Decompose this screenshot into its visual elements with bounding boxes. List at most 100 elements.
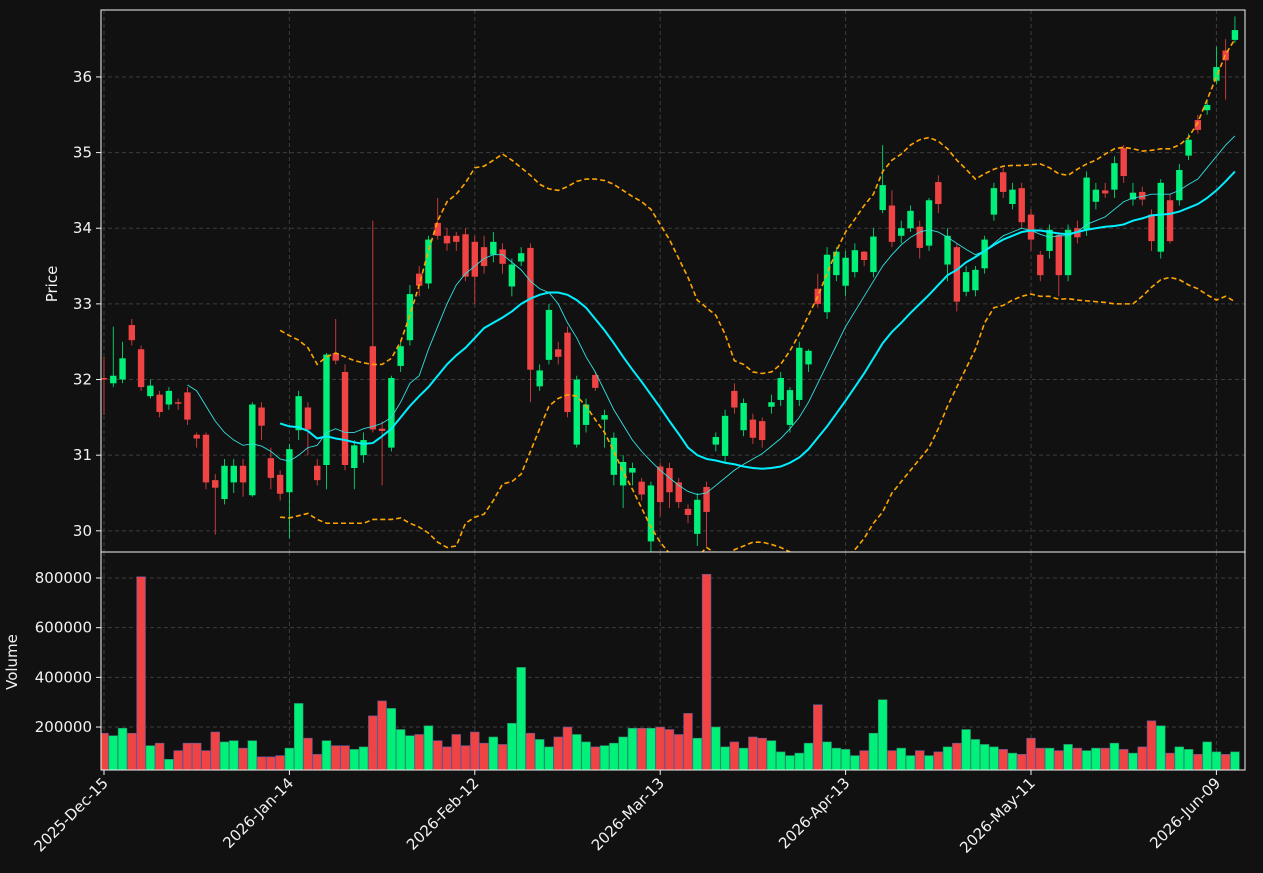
indicator-line — [279, 170, 1236, 470]
candle-body — [378, 428, 386, 431]
candle-body — [276, 474, 284, 494]
candle-body — [1185, 139, 1192, 156]
volume-bar — [1007, 752, 1018, 770]
candle-body — [731, 390, 738, 408]
candle-body — [981, 239, 988, 269]
candle-body — [536, 370, 543, 387]
candle-body — [174, 402, 182, 404]
candle-body — [684, 508, 692, 515]
candle-body — [221, 465, 228, 500]
volume-bar — [887, 750, 897, 770]
volume-bar — [933, 751, 944, 770]
candle-body — [332, 353, 339, 361]
volume-bar — [979, 744, 990, 770]
candle-body — [898, 228, 905, 236]
candle-body — [657, 466, 664, 503]
volume-bar — [229, 740, 239, 770]
candle-body — [490, 241, 497, 255]
volume-bar — [711, 726, 721, 770]
volume-bar — [664, 729, 675, 770]
volume-bar — [989, 746, 999, 770]
candle-body — [573, 379, 580, 445]
candle-body — [823, 254, 831, 313]
volume-bar — [859, 750, 869, 770]
volume-bar — [1100, 747, 1110, 770]
candle-body — [619, 461, 627, 486]
candle-body — [1046, 229, 1053, 251]
volume-bar — [479, 742, 489, 770]
volume-bar — [822, 741, 832, 770]
volume-bar — [154, 742, 165, 770]
volume-bar — [748, 736, 758, 770]
volume-bar — [173, 750, 183, 770]
volume-bar — [609, 742, 619, 770]
volume-bar — [636, 727, 647, 770]
volume-bar — [256, 756, 267, 770]
candle-body — [110, 375, 117, 384]
candle-body — [230, 465, 237, 483]
candle-body — [517, 253, 525, 262]
y-tick-label: 600000 — [35, 619, 92, 637]
volume-bar — [1054, 750, 1064, 770]
volume-bar — [1091, 747, 1101, 770]
candle-body — [1129, 192, 1137, 200]
y-tick-label: 30 — [73, 522, 92, 540]
volume-bar — [1202, 741, 1212, 770]
candle-body — [184, 392, 191, 420]
candle-body — [777, 378, 784, 400]
volume-bar — [192, 742, 202, 770]
candle-body — [860, 251, 868, 261]
candle-body — [202, 434, 210, 483]
y-tick-label: 400000 — [35, 668, 92, 686]
volume-bar — [303, 737, 313, 770]
candle-body — [443, 235, 451, 244]
candle-body — [351, 445, 358, 469]
volume-bar — [683, 713, 693, 770]
volume-bar — [850, 755, 860, 770]
volume-bar — [368, 715, 378, 770]
candle-body — [833, 251, 840, 276]
volume-bar — [831, 747, 842, 770]
candle-body — [499, 249, 506, 264]
volume-bar — [1128, 752, 1138, 770]
volume-bar — [952, 742, 962, 770]
volume-bar — [998, 749, 1008, 770]
volume-bar — [544, 746, 554, 770]
volume-bar — [572, 734, 582, 770]
volume-bar — [646, 727, 656, 770]
volume-bar — [516, 667, 526, 770]
volume-bar — [1137, 746, 1147, 770]
y-tick-label: 36 — [73, 68, 92, 86]
candle-body — [1120, 148, 1127, 177]
candle-body — [1166, 200, 1174, 242]
volume-bar — [674, 734, 684, 770]
volume-bar — [442, 746, 452, 770]
candle-body — [425, 239, 432, 284]
candle-body — [165, 390, 173, 405]
volume-bar — [766, 740, 777, 770]
volume-bar — [720, 746, 730, 770]
candle-body — [1092, 189, 1100, 202]
candle-body — [286, 449, 293, 493]
candle-body — [1213, 67, 1220, 81]
volume-bar — [266, 756, 276, 770]
volume-bar — [358, 746, 369, 770]
volume-bar — [590, 746, 601, 770]
volume-bar — [896, 747, 906, 770]
indicator-line — [187, 135, 1236, 495]
candle-body — [1037, 254, 1044, 276]
candle-body — [564, 332, 571, 413]
candle-body — [128, 325, 136, 341]
candle-body — [786, 390, 794, 425]
candle-body — [1064, 229, 1072, 276]
volume-frame — [100, 551, 1246, 771]
candle-body — [990, 188, 998, 215]
volume-bar — [1183, 749, 1194, 770]
y-tick-label: 34 — [73, 219, 92, 237]
candle-body — [888, 205, 896, 242]
candle-body — [1148, 214, 1155, 242]
candle-body — [1018, 188, 1025, 223]
volume-bar — [618, 736, 628, 770]
volume-bar — [1017, 754, 1027, 770]
